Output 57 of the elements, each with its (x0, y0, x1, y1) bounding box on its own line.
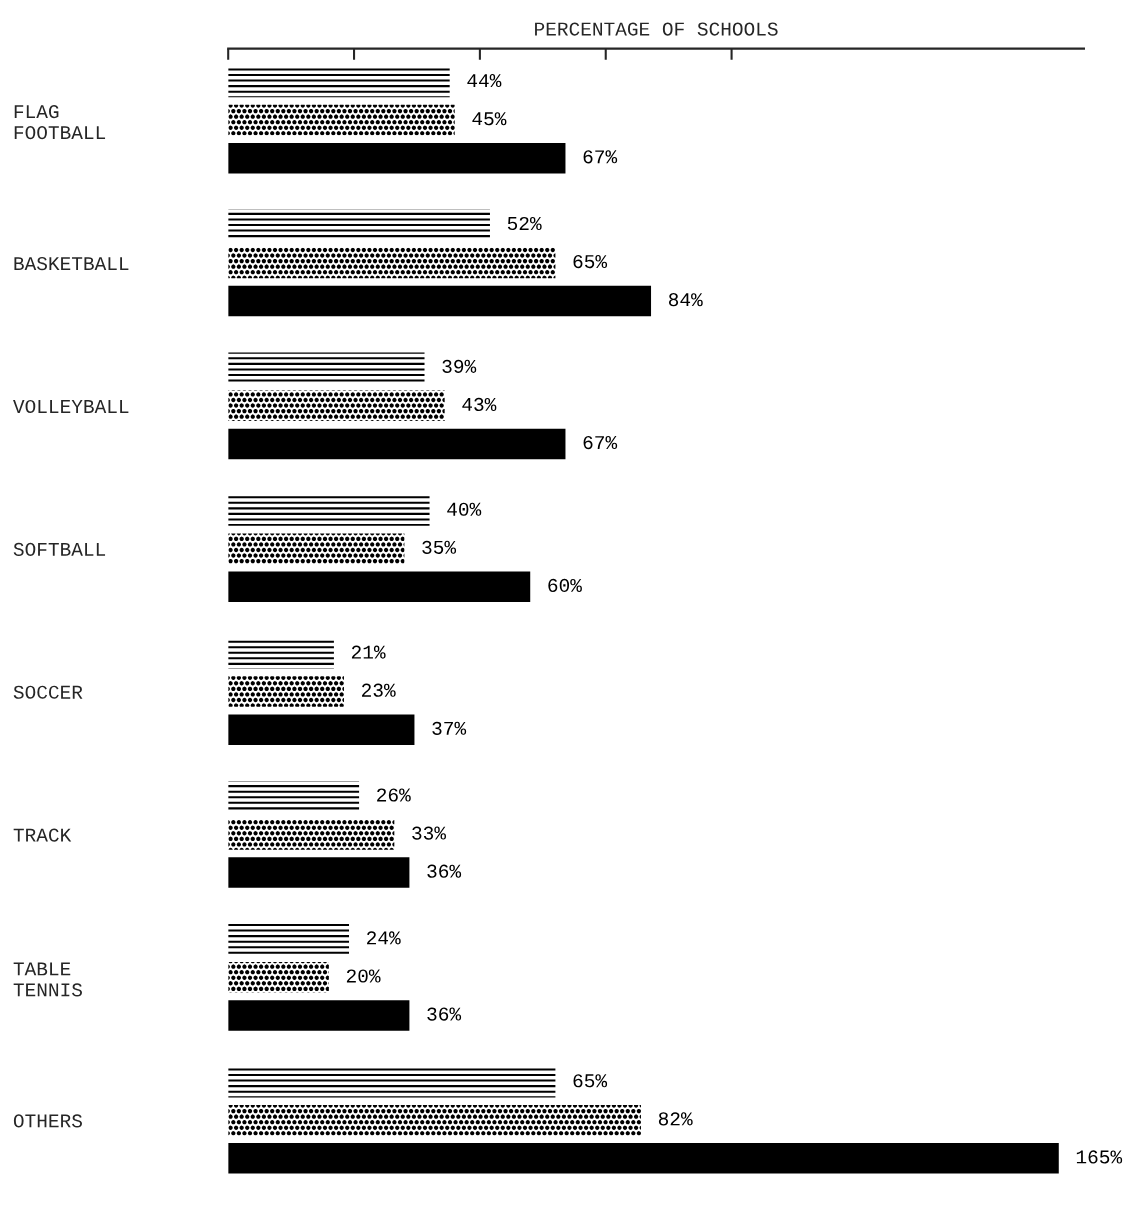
bar (228, 638, 334, 669)
bar (228, 1066, 556, 1098)
bar (228, 676, 344, 707)
bar (228, 819, 395, 850)
y-tick-label: TABLE TENNIS (13, 962, 82, 997)
bar (228, 142, 566, 174)
data-label: 37% (432, 721, 467, 735)
bar (228, 857, 410, 888)
y-tick-label: TRACK (13, 828, 72, 842)
data-label: 39% (442, 359, 477, 373)
bar (228, 1143, 1059, 1174)
y-tick-label: SOCCER (13, 685, 83, 699)
bar (228, 495, 430, 526)
bar (228, 571, 531, 603)
data-label: 82% (658, 1112, 693, 1126)
y-tick-label: FLAG FOOTBALL (14, 105, 106, 140)
data-label: 21% (351, 645, 386, 659)
data-label: 36% (427, 1007, 462, 1021)
bar (228, 924, 350, 955)
y-tick-label: BASKETBALL (14, 257, 129, 271)
x-axis-title: PERCENTAGE OF SCHOOLS (535, 22, 778, 36)
y-tick-label: SOFTBALL (13, 542, 106, 556)
data-label: 60% (548, 578, 582, 593)
bar (228, 390, 445, 422)
data-label: 23% (362, 683, 396, 697)
data-label: 26% (377, 788, 411, 802)
data-label: 84% (668, 293, 703, 307)
bar (228, 285, 652, 317)
bar (228, 66, 450, 98)
data-label: 20% (346, 969, 381, 983)
bar (228, 781, 360, 812)
bar (228, 533, 405, 564)
data-label: 45% (472, 112, 507, 126)
data-label: 36% (427, 864, 462, 878)
y-tick-label: OTHERS (13, 1114, 82, 1128)
data-label: 67% (583, 150, 618, 164)
bar (228, 247, 556, 279)
data-label: 33% (412, 826, 446, 840)
data-label: 65% (573, 1074, 608, 1088)
data-label: 40% (447, 502, 482, 516)
data-label: 24% (367, 931, 401, 945)
bar (228, 352, 425, 383)
data-label: 67% (583, 435, 618, 450)
data-label: 65% (573, 254, 608, 269)
bar (228, 1000, 410, 1031)
data-label: 44% (467, 74, 502, 88)
data-label: 43% (462, 397, 497, 412)
bar (228, 104, 455, 136)
bar (228, 428, 566, 460)
data-label: 35% (422, 540, 457, 554)
bar (228, 714, 415, 745)
data-label: 165% (1076, 1150, 1123, 1164)
y-tick-label: VOLLEYBALL (13, 399, 129, 414)
bar (228, 209, 490, 241)
data-label: 52% (507, 216, 542, 231)
bar (228, 1105, 641, 1136)
bar (228, 962, 329, 993)
